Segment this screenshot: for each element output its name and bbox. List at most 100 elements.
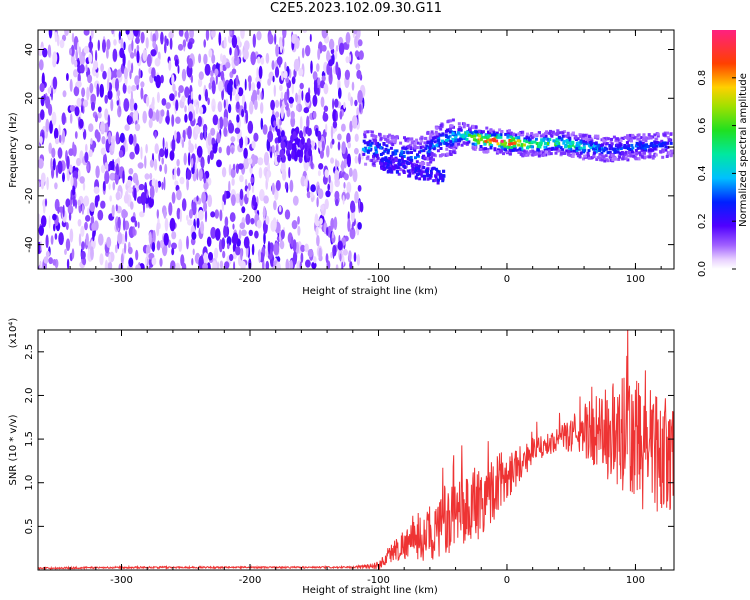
- heatmap-cell: [99, 83, 104, 98]
- heatmap-cell: [306, 138, 311, 146]
- heatmap-cell: [491, 129, 495, 133]
- heatmap-cell: [634, 135, 638, 139]
- heatmap-cell: [653, 147, 657, 151]
- heatmap-cell: [566, 152, 570, 156]
- heatmap-cell: [343, 173, 349, 181]
- heatmap-cell: [201, 158, 205, 170]
- heatmap-cell: [527, 136, 531, 140]
- heatmap-cell: [625, 153, 629, 157]
- heatmap-cell: [539, 141, 543, 145]
- heatmap-cell: [152, 230, 156, 244]
- heatmap-cell: [636, 146, 640, 150]
- heatmap-cell: [346, 132, 351, 144]
- heatmap-cell: [56, 34, 60, 47]
- heatmap-cell: [592, 154, 596, 158]
- heatmap-cell: [186, 169, 192, 181]
- heatmap-cell: [554, 151, 558, 155]
- heatmap-cell: [462, 125, 466, 129]
- snr-background: [38, 330, 674, 570]
- heatmap-cell: [418, 177, 422, 181]
- heatmap-cell: [326, 63, 331, 76]
- heatmap-cell: [214, 247, 219, 260]
- heatmap-cell: [666, 136, 670, 139]
- heatmap-cell: [486, 135, 490, 139]
- heatmap-cell: [432, 153, 436, 157]
- heatmap-cell: [413, 148, 417, 152]
- heatmap-cell: [307, 249, 314, 258]
- heatmap-cell: [454, 146, 458, 150]
- heatmap-cell: [398, 162, 402, 166]
- heatmap-cell: [274, 33, 277, 45]
- heatmap-cell: [127, 59, 131, 73]
- heatmap-cell: [668, 151, 671, 155]
- heatmap-cell: [366, 143, 370, 147]
- heatmap-cell: [69, 105, 76, 112]
- heatmap-cell: [123, 67, 128, 80]
- heatmap-cell: [555, 142, 559, 145]
- heatmap-cell: [335, 110, 338, 122]
- heatmap-cell: [423, 177, 426, 181]
- heatmap-cell: [557, 137, 561, 141]
- heatmap-cell: [201, 191, 207, 204]
- heatmap-cell: [332, 120, 338, 129]
- heatmap-cell: [613, 147, 617, 151]
- heatmap-cell: [315, 226, 319, 236]
- heatmap-cell: [155, 109, 160, 122]
- colorbar-tick-label: 0.6: [697, 118, 708, 134]
- heatmap-cell: [468, 128, 472, 132]
- heatmap-cell: [621, 137, 625, 140]
- heatmap-cell: [537, 150, 541, 154]
- heatmap-cell: [337, 240, 343, 251]
- heatmap-cell: [627, 146, 631, 150]
- heatmap-cell: [251, 82, 256, 92]
- heatmap-cell: [313, 81, 318, 96]
- heatmap-cell: [207, 194, 213, 208]
- heatmap-cell: [136, 50, 140, 64]
- heatmap-cell: [310, 161, 314, 170]
- heatmap-cell: [621, 157, 625, 161]
- heatmap-cell: [415, 160, 419, 164]
- heatmap-cell: [586, 153, 590, 157]
- heatmap-cell: [480, 135, 484, 139]
- heatmap-cell: [408, 172, 412, 176]
- heatmap-cell: [102, 70, 107, 80]
- heatmap-cell: [296, 104, 299, 111]
- heatmap-cell: [496, 150, 500, 154]
- heatmap-cell: [178, 238, 183, 252]
- colorbar-tick-label: 0.0: [697, 261, 708, 277]
- heatmap-cell: [436, 149, 440, 153]
- heatmap-cell: [85, 64, 88, 73]
- heatmap-cell: [163, 232, 169, 246]
- heatmap-cell: [463, 137, 467, 141]
- heatmap-cell: [252, 33, 256, 48]
- heatmap-cell: [500, 144, 504, 148]
- heatmap-cell: [130, 216, 136, 223]
- heatmap-cell: [204, 88, 208, 102]
- heatmap-cell: [152, 40, 157, 49]
- heatmap-cell: [426, 163, 430, 167]
- heatmap-cell: [391, 139, 395, 143]
- heatmap-cell: [605, 147, 608, 151]
- heatmap-cell: [345, 32, 351, 45]
- heatmap-cell: [408, 174, 412, 178]
- heatmap-cell: [354, 50, 360, 58]
- heatmap-cell: [324, 198, 329, 210]
- heatmap-cell: [48, 103, 53, 116]
- heatmap-cell: [127, 246, 133, 255]
- heatmap-cell: [585, 154, 588, 158]
- heatmap-cell: [354, 99, 358, 107]
- heatmap-cell: [435, 132, 439, 136]
- heatmap-cell: [514, 133, 518, 137]
- heatmap-cell: [381, 157, 385, 161]
- heatmap-cell: [328, 38, 335, 51]
- heatmap-cell: [445, 147, 449, 151]
- heatmap-cell: [596, 156, 600, 160]
- heatmap-cell: [66, 73, 69, 81]
- heatmap-cell: [569, 149, 573, 153]
- heatmap-cell: [669, 154, 673, 158]
- heatmap-cell: [608, 147, 612, 151]
- heatmap-cell: [76, 157, 81, 167]
- heatmap-cell: [578, 133, 582, 137]
- heatmap-cell: [349, 120, 353, 133]
- heatmap-cell: [669, 141, 673, 145]
